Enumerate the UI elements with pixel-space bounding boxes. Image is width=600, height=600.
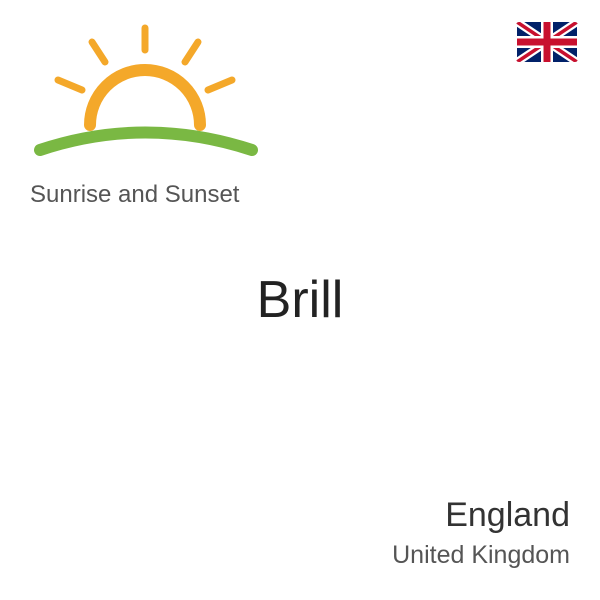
region-name: England: [392, 496, 570, 535]
flag-icon: [516, 22, 578, 62]
logo-text: Sunrise and Sunset: [30, 181, 310, 209]
place-name: Brill: [257, 270, 344, 330]
logo: Sunrise and Sunset: [30, 20, 310, 210]
region-block: England United Kingdom: [392, 496, 570, 570]
sunrise-icon: [30, 20, 260, 170]
country-name: United Kingdom: [392, 541, 570, 570]
